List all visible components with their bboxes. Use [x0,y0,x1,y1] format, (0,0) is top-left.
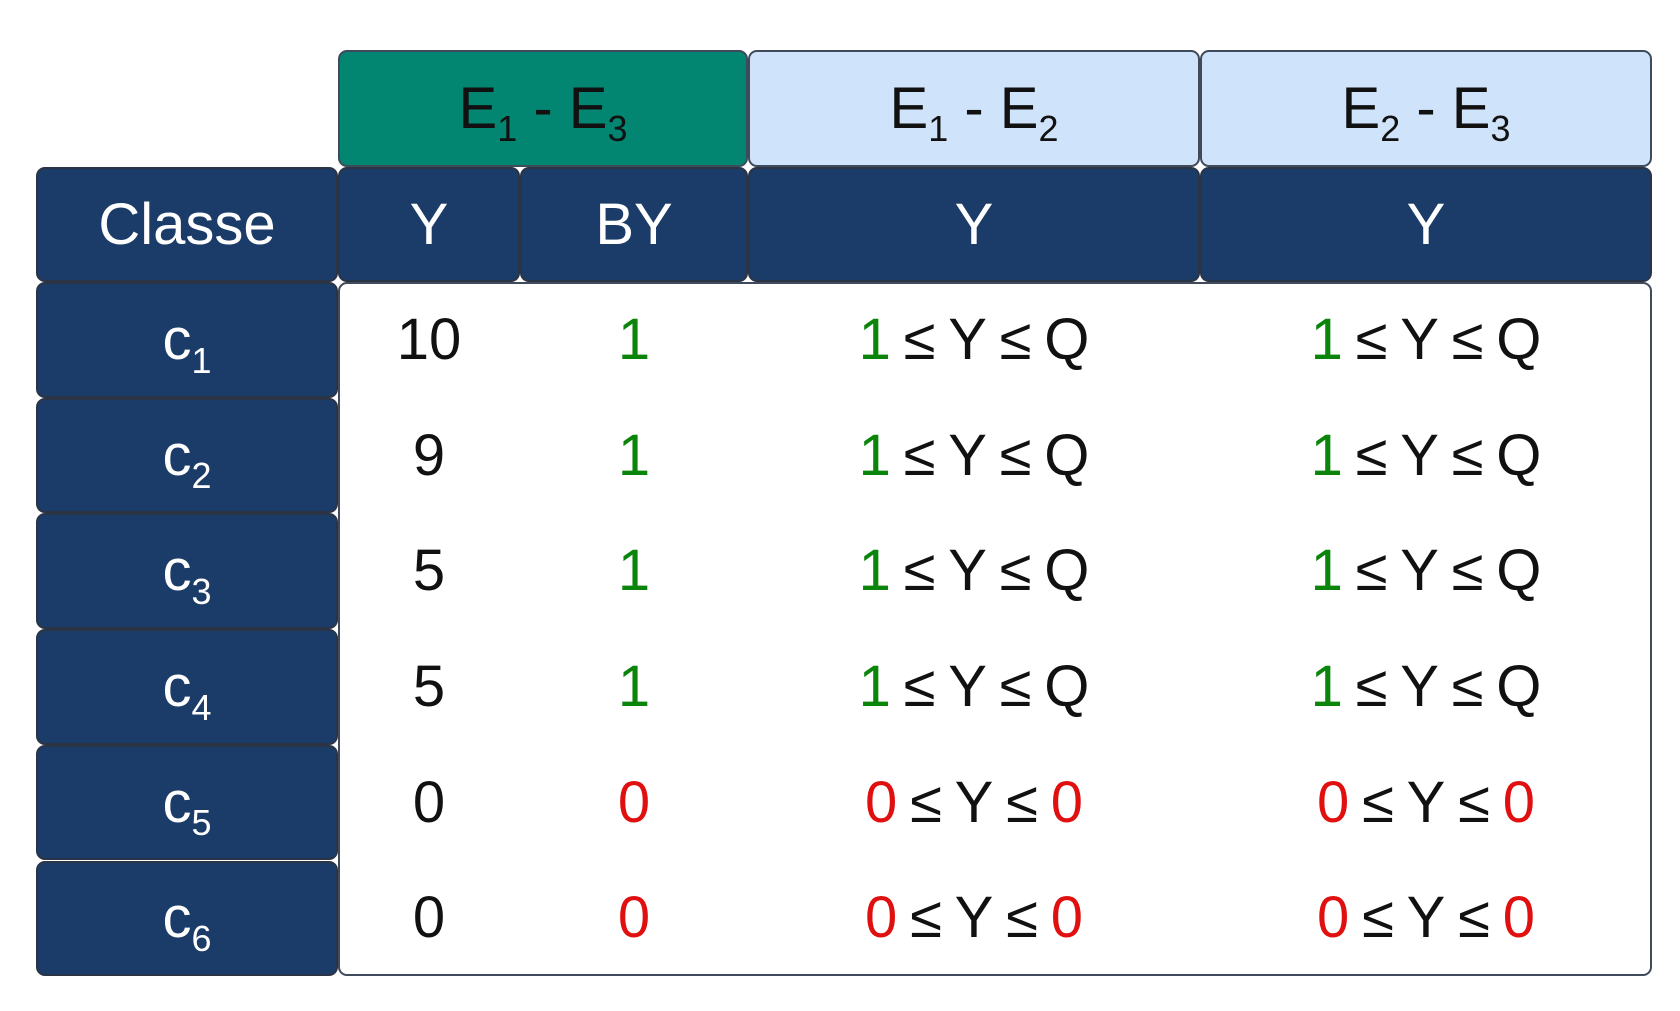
row-label-4: c4 [36,629,338,745]
cell-y-value: 0 [412,769,446,835]
cell-range-e1-e2: 1 ≤ Y ≤ Q [858,306,1090,372]
column-header-y-e2-e3: Y [1200,167,1652,282]
cell-y-value: 0 [412,885,446,951]
cell-range-e2-e3: 0 ≤ Y ≤0 [1317,769,1535,835]
column-header-classe: Classe [36,167,338,282]
cell-y-value: 9 [412,422,446,488]
cell-range-e2-e3: 1 ≤ Y ≤ Q [1310,422,1542,488]
cell-y-value: 5 [412,538,446,604]
cell-by-value: 1 [617,653,651,719]
cell-range-e2-e3: 1 ≤ Y ≤ Q [1310,306,1542,372]
row-label-2: c2 [36,397,338,514]
table-body-panel [338,282,1652,976]
cell-range-e2-e3: 0 ≤ Y ≤0 [1317,885,1535,951]
cell-by-value: 1 [617,538,651,604]
cell-by-value: 1 [617,422,651,488]
group-header-e1-e2: E1 - E2 [748,50,1200,167]
cell-by-value: 0 [617,769,651,835]
cell-range-e2-e3: 1 ≤ Y ≤ Q [1310,653,1542,719]
row-label-6: c6 [36,860,338,977]
column-header-by: BY [520,167,748,282]
cell-range-e2-e3: 1 ≤ Y ≤ Q [1310,538,1542,604]
group-header-e1-e3: E1 - E3 [338,50,748,167]
cell-range-e1-e2: 1 ≤ Y ≤ Q [858,422,1090,488]
row-label-3: c3 [36,513,338,630]
row-label-5: c5 [36,744,338,861]
row-label-1: c1 [36,282,338,398]
group-header-e2-e3: E2 - E3 [1200,50,1652,167]
cell-range-e1-e2: 1 ≤ Y ≤ Q [858,538,1090,604]
cell-by-value: 1 [617,306,651,372]
cell-y-value: 5 [412,653,446,719]
cell-range-e1-e2: 0 ≤ Y ≤0 [865,885,1083,951]
cell-range-e1-e2: 1 ≤ Y ≤ Q [858,653,1090,719]
column-header-y-e1-e2: Y [748,167,1200,282]
cell-y-value: 10 [396,306,462,372]
column-header-y-e1-e3: Y [338,167,520,282]
cell-by-value: 0 [617,885,651,951]
cell-range-e1-e2: 0 ≤ Y ≤0 [865,769,1083,835]
